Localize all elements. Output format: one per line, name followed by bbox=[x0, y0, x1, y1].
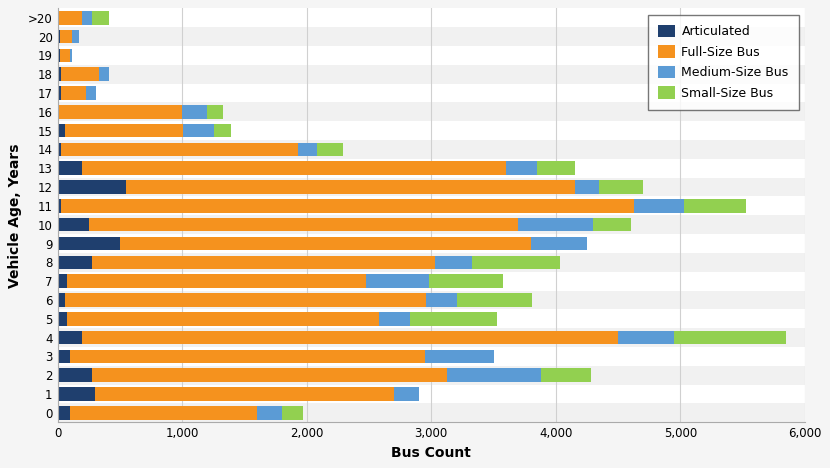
Bar bbox=[472, 256, 559, 269]
Bar bbox=[120, 237, 531, 250]
Bar bbox=[541, 368, 591, 382]
Bar bbox=[519, 218, 593, 232]
Bar bbox=[57, 366, 805, 385]
Bar bbox=[57, 253, 805, 272]
Bar bbox=[574, 180, 599, 194]
Bar bbox=[618, 331, 674, 344]
Bar bbox=[60, 30, 72, 44]
Bar bbox=[57, 30, 60, 44]
Bar bbox=[674, 331, 786, 344]
Bar bbox=[61, 199, 634, 212]
Bar bbox=[57, 140, 805, 159]
Bar bbox=[57, 86, 61, 100]
Bar bbox=[537, 161, 574, 175]
Bar bbox=[86, 86, 96, 100]
Bar bbox=[61, 86, 86, 100]
Bar bbox=[457, 293, 532, 307]
Bar bbox=[410, 312, 497, 326]
Bar bbox=[425, 350, 494, 363]
Bar bbox=[183, 124, 214, 138]
Bar bbox=[92, 368, 447, 382]
Bar bbox=[57, 65, 805, 84]
Bar bbox=[65, 124, 183, 138]
Bar bbox=[447, 368, 541, 382]
Bar bbox=[65, 293, 427, 307]
Bar bbox=[684, 199, 746, 212]
Bar bbox=[99, 67, 109, 81]
Bar bbox=[82, 161, 506, 175]
Bar bbox=[57, 403, 805, 422]
Bar bbox=[57, 293, 65, 307]
Bar bbox=[57, 328, 805, 347]
Bar bbox=[67, 274, 367, 288]
Bar bbox=[70, 350, 425, 363]
Bar bbox=[316, 143, 343, 156]
Bar bbox=[57, 218, 89, 232]
Bar bbox=[89, 218, 519, 232]
Bar bbox=[57, 143, 61, 156]
Bar bbox=[57, 312, 67, 326]
Bar bbox=[427, 293, 457, 307]
Bar bbox=[634, 199, 684, 212]
Bar bbox=[207, 105, 223, 118]
Bar bbox=[57, 124, 65, 138]
Bar bbox=[531, 237, 587, 250]
Bar bbox=[92, 11, 109, 24]
Bar bbox=[82, 331, 618, 344]
Bar bbox=[429, 274, 504, 288]
Bar bbox=[57, 331, 82, 344]
Y-axis label: Vehicle Age, Years: Vehicle Age, Years bbox=[8, 143, 22, 287]
Bar bbox=[57, 406, 70, 420]
Bar bbox=[57, 291, 805, 309]
Bar bbox=[92, 256, 435, 269]
Bar bbox=[70, 406, 256, 420]
Bar bbox=[57, 274, 67, 288]
Bar bbox=[57, 368, 92, 382]
Bar bbox=[435, 256, 472, 269]
Bar bbox=[57, 215, 805, 234]
Bar bbox=[214, 124, 231, 138]
Bar bbox=[57, 350, 70, 363]
Bar bbox=[57, 102, 805, 121]
X-axis label: Bus Count: Bus Count bbox=[391, 446, 471, 460]
Bar bbox=[57, 67, 61, 81]
Bar bbox=[70, 49, 72, 62]
Bar bbox=[57, 237, 120, 250]
Bar bbox=[281, 406, 303, 420]
Bar bbox=[599, 180, 643, 194]
Bar bbox=[57, 105, 182, 118]
Bar bbox=[57, 256, 92, 269]
Bar bbox=[57, 161, 82, 175]
Bar bbox=[298, 143, 316, 156]
Bar bbox=[394, 387, 419, 401]
Bar bbox=[593, 218, 631, 232]
Bar bbox=[67, 312, 379, 326]
Bar bbox=[379, 312, 410, 326]
Bar bbox=[506, 161, 537, 175]
Legend: Articulated, Full-Size Bus, Medium-Size Bus, Small-Size Bus: Articulated, Full-Size Bus, Medium-Size … bbox=[647, 15, 798, 110]
Bar bbox=[60, 49, 70, 62]
Bar bbox=[256, 406, 281, 420]
Bar bbox=[61, 143, 298, 156]
Bar bbox=[182, 105, 207, 118]
Bar bbox=[57, 49, 60, 62]
Bar bbox=[57, 180, 126, 194]
Bar bbox=[57, 199, 61, 212]
Bar bbox=[61, 67, 99, 81]
Bar bbox=[367, 274, 429, 288]
Bar bbox=[82, 11, 92, 24]
Bar bbox=[57, 178, 805, 197]
Bar bbox=[57, 387, 95, 401]
Bar bbox=[95, 387, 394, 401]
Bar bbox=[72, 30, 79, 44]
Bar bbox=[57, 11, 82, 24]
Bar bbox=[126, 180, 574, 194]
Bar bbox=[57, 27, 805, 46]
